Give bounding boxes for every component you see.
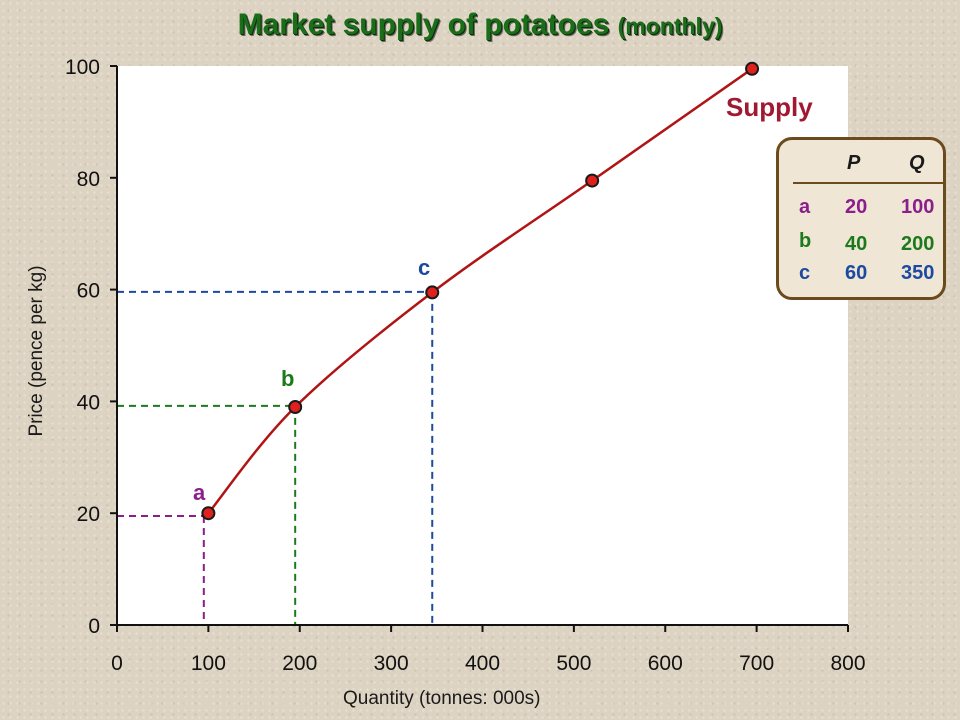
schedule-row-q-b: 200 [901,233,935,255]
x-axis-label: Quantity (tonnes: 000s) [343,688,541,709]
x-tick-label: 400 [465,652,500,675]
schedule-header-p: P [847,152,861,174]
schedule-row-q-a: 100 [901,196,935,218]
schedule-row-p-b: 40 [845,233,868,255]
supply-point-3 [425,285,440,300]
supply-point-1 [201,506,216,521]
supply-point-4 [585,173,600,188]
plot-area [117,66,848,625]
x-tick-label: 800 [830,652,865,675]
x-tick-label: 100 [191,652,226,675]
y-tick-label: 100 [65,56,100,79]
supply-point-2 [288,399,303,414]
schedule-divider [793,182,943,184]
supply-schedule-table: P Q a 20 100 b 40 200 c 60 350 [776,137,946,300]
schedule-row-p-c: 60 [845,262,868,284]
point-label-c: c [418,255,431,280]
schedule-row-label-a: a [799,196,811,218]
chart-title: Market supply of potatoes (monthly) [0,8,960,42]
schedule-row-label-b: b [799,230,812,252]
supply-point-5 [745,61,760,76]
x-tick-label: 700 [739,652,774,675]
y-tick-label: 80 [77,168,100,191]
schedule-row-p-a: 20 [845,196,868,218]
y-tick-label: 40 [77,391,100,414]
schedule-row-label-c: c [799,262,811,284]
y-axis-label: Price (pence per kg) [26,265,47,437]
x-tick-label: 500 [556,652,591,675]
supply-curve-label: Supply [726,92,813,122]
chart-title-main: Market supply of potatoes [237,8,610,41]
x-tick-label: 200 [282,652,317,675]
point-label-a: a [193,480,206,505]
y-tick-label: 20 [77,503,100,526]
y-tick-label: 60 [77,280,100,303]
x-tick-label: 300 [374,652,409,675]
schedule-header-q: Q [909,152,925,174]
x-tick-label: 600 [648,652,683,675]
point-label-b: b [281,366,295,391]
x-tick-label: 0 [111,652,123,675]
y-tick-label: 0 [88,615,100,638]
schedule-row-q-c: 350 [901,262,935,284]
chart-title-sub: (monthly) [617,13,723,39]
